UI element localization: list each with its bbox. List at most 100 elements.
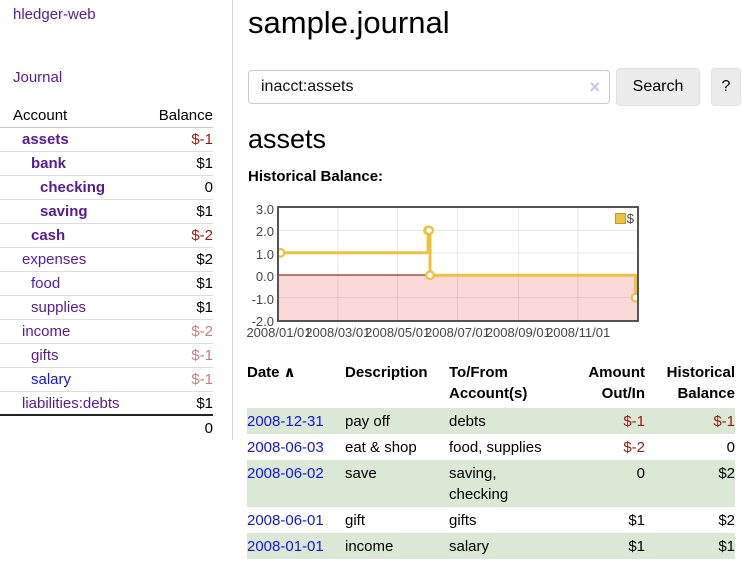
x-axis-label: 2008/03/01 bbox=[305, 325, 371, 340]
accounts-total-row: 0 bbox=[0, 414, 213, 439]
date-link[interactable]: 2008-06-01 bbox=[247, 512, 324, 529]
cell-description: gift bbox=[345, 512, 366, 529]
y-axis-label: 0.0 bbox=[255, 269, 274, 285]
cell-balance: $-1 bbox=[713, 413, 735, 430]
account-row: gifts $-1 bbox=[0, 343, 213, 368]
account-row: cash $-2 bbox=[0, 223, 213, 248]
account-row: salary $-1 bbox=[0, 367, 213, 392]
account-row: food $1 bbox=[0, 271, 213, 296]
account-balance: $1 bbox=[146, 199, 213, 224]
account-link-supplies[interactable]: supplies bbox=[31, 299, 87, 316]
date-link[interactable]: 2008-06-02 bbox=[247, 465, 324, 482]
account-row: checking 0 bbox=[0, 175, 213, 200]
x-axis-label: 2008/11/01 bbox=[546, 325, 611, 340]
accounts-header-row: Account Balance bbox=[0, 103, 213, 128]
account-balance: $2 bbox=[146, 247, 213, 272]
cell-accounts: saving, checking bbox=[449, 465, 509, 503]
account-balance: $-1 bbox=[146, 343, 213, 368]
y-axis-label: -2.0 bbox=[251, 314, 274, 329]
legend-swatch-icon bbox=[614, 213, 626, 224]
register-row: 2008-06-03 eat & shop food, supplies $-2… bbox=[247, 434, 735, 460]
account-heading: assets bbox=[248, 124, 327, 154]
clear-search-icon[interactable]: × bbox=[589, 77, 600, 97]
account-balance: 0 bbox=[146, 175, 213, 200]
date-link[interactable]: 2008-12-31 bbox=[247, 413, 324, 430]
account-link-expenses[interactable]: expenses bbox=[22, 251, 87, 268]
account-balance: $-1 bbox=[146, 367, 213, 392]
date-link[interactable]: 2008-01-01 bbox=[247, 538, 324, 555]
accounts-table: Account Balance assets $-1 bank $1 check… bbox=[0, 103, 213, 439]
sort-ascending-icon: ∧ bbox=[283, 364, 296, 381]
y-axis-label: 3.0 bbox=[255, 202, 274, 217]
page-title: sample.journal bbox=[248, 5, 450, 40]
y-axis-label: 2.0 bbox=[255, 224, 274, 240]
y-axis-label: -1.0 bbox=[251, 291, 274, 307]
register-row: 2008-06-02 save saving, checking 0 $2 bbox=[247, 460, 735, 507]
account-link-bank[interactable]: bank bbox=[31, 155, 67, 172]
account-row: assets $-1 bbox=[0, 127, 213, 152]
cell-amount: $1 bbox=[628, 538, 645, 555]
cell-amount: $-1 bbox=[623, 413, 645, 430]
account-balance: $-2 bbox=[146, 319, 213, 344]
account-link-assets[interactable]: assets bbox=[22, 131, 69, 148]
account-balance: $-2 bbox=[146, 223, 213, 248]
register-row: 2008-01-01 income salary $1 $1 bbox=[247, 533, 735, 559]
cell-amount: $-2 bbox=[623, 439, 645, 456]
account-row: bank $1 bbox=[0, 151, 213, 176]
y-axis: 3.0 2.0 1.0 0.0 -1.0 -2.0 bbox=[248, 203, 275, 328]
search-input[interactable] bbox=[248, 70, 610, 104]
account-balance: $1 bbox=[146, 151, 213, 176]
account-link-income[interactable]: income bbox=[22, 323, 71, 340]
accounts-total: 0 bbox=[146, 414, 213, 439]
account-balance: $1 bbox=[146, 295, 213, 320]
cell-description: eat & shop bbox=[345, 439, 417, 456]
cell-balance: $2 bbox=[718, 465, 735, 482]
header-balance: Historical Balance bbox=[666, 364, 735, 402]
account-link-liabilities-debts[interactable]: liabilities:debts bbox=[22, 394, 120, 412]
cell-amount: 0 bbox=[636, 465, 645, 482]
x-axis-label: 2008/05/01 bbox=[365, 325, 431, 340]
chart-plot-area: $ bbox=[277, 206, 639, 322]
date-link[interactable]: 2008-06-03 bbox=[247, 439, 324, 456]
sidebar-item-journal[interactable]: Journal bbox=[13, 69, 63, 86]
cell-description: save bbox=[345, 465, 377, 482]
account-row: supplies $1 bbox=[0, 295, 213, 320]
x-axis-label: 2008/09/01 bbox=[485, 325, 551, 340]
cell-amount: $1 bbox=[628, 512, 645, 529]
account-link-salary[interactable]: salary bbox=[31, 371, 72, 388]
account-link-checking[interactable]: checking bbox=[40, 179, 106, 196]
x-axis: 2008/01/01 2008/03/01 2008/05/01 2008/07/01… bbox=[246, 325, 652, 341]
account-link-gifts[interactable]: gifts bbox=[31, 347, 59, 364]
account-balance: $-1 bbox=[146, 127, 213, 152]
cell-accounts: salary bbox=[449, 538, 490, 555]
x-axis-label: 2008/07/01 bbox=[424, 325, 491, 340]
balance-chart: 3.0 2.0 1.0 0.0 -1.0 -2.0 $ 2008/01/01 2008/03… bbox=[246, 203, 652, 344]
account-row: liabilities:debts $1 bbox=[0, 391, 213, 416]
app-title-link[interactable]: hledger-web bbox=[13, 6, 96, 23]
account-link-cash[interactable]: cash bbox=[31, 227, 66, 244]
register-header-row: Date ∧ Description To/From Account(s) Amo… bbox=[247, 360, 735, 408]
header-description: Description bbox=[345, 364, 428, 381]
account-row: saving $1 bbox=[0, 199, 213, 224]
register-row: 2008-12-31 pay off debts $-1 $-1 bbox=[247, 408, 735, 434]
cell-accounts: food, supplies bbox=[449, 439, 542, 456]
account-row: income $-2 bbox=[0, 319, 213, 344]
x-axis-label: 2008/01/01 bbox=[246, 325, 312, 340]
search-button[interactable]: Search bbox=[616, 68, 700, 106]
y-axis-label: 1.0 bbox=[255, 246, 274, 262]
cell-accounts: debts bbox=[449, 413, 486, 430]
register-table: Date ∧ Description To/From Account(s) Amo… bbox=[247, 360, 735, 559]
help-button[interactable]: ? bbox=[711, 68, 741, 106]
header-accounts: To/From Account(s) bbox=[449, 364, 528, 402]
legend-label: $ bbox=[626, 211, 634, 226]
accounts-header-balance: Balance bbox=[146, 103, 213, 128]
cell-description: pay off bbox=[345, 413, 390, 430]
accounts-header-account: Account bbox=[0, 103, 147, 128]
account-link-saving[interactable]: saving bbox=[40, 203, 88, 220]
account-row: expenses $2 bbox=[0, 247, 213, 272]
chart-svg bbox=[279, 208, 637, 320]
cell-balance: $2 bbox=[718, 512, 735, 529]
header-date[interactable]: Date ∧ bbox=[247, 364, 296, 381]
account-link-food[interactable]: food bbox=[31, 275, 61, 292]
account-balance: $1 bbox=[146, 271, 213, 296]
